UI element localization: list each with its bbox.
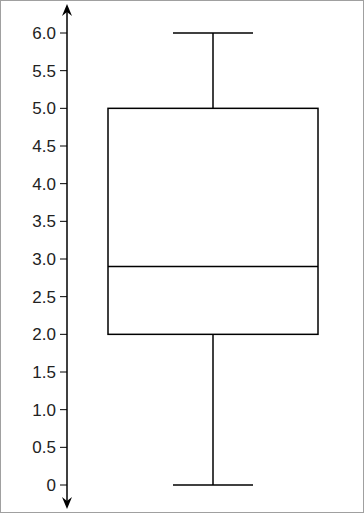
y-tick [60,485,67,486]
lower-whisker [212,334,214,485]
y-tick-label: 0 [47,476,56,495]
y-tick [60,33,67,34]
y-tick-label: 4.0 [32,175,56,194]
y-tick-label: 5.0 [32,99,56,118]
y-tick [60,108,67,109]
y-tick [60,447,67,448]
y-tick-label: 6.0 [32,24,56,43]
min-cap [173,484,253,486]
y-tick-label: 3.0 [32,250,56,269]
y-tick-label: 2.5 [32,288,56,307]
y-tick-label: 2.0 [32,325,56,344]
y-tick [60,296,67,297]
axis-arrow-top [62,4,72,16]
chart-svg: 0 0.5 1.0 1.5 2.0 2.5 3.0 3.5 4.0 4.5 5.0 5.5 6.0 [0,0,364,513]
y-tick-label: 1.0 [32,401,56,420]
median-line [108,266,318,268]
y-tick-label: 4.5 [32,137,56,156]
box [108,108,318,334]
y-tick [60,183,67,184]
y-tick [60,372,67,373]
frame [1,1,364,513]
y-tick [60,409,67,410]
y-tick [60,70,67,71]
y-tick [60,221,67,222]
y-tick-label: 1.5 [32,363,56,382]
y-tick-label: 0.5 [32,438,56,457]
box-plot [108,33,318,485]
y-tick [60,334,67,335]
upper-whisker [212,33,214,108]
y-tick [60,259,67,260]
max-cap [173,32,253,34]
y-axis-line [66,12,68,503]
y-tick-label: 3.5 [32,212,56,231]
y-tick [60,146,67,147]
y-tick-label: 5.5 [32,62,56,81]
axis-arrow-bottom [62,497,72,509]
chart-container: 0 0.5 1.0 1.5 2.0 2.5 3.0 3.5 4.0 4.5 5.0 5.5 6.0 [0,0,364,513]
